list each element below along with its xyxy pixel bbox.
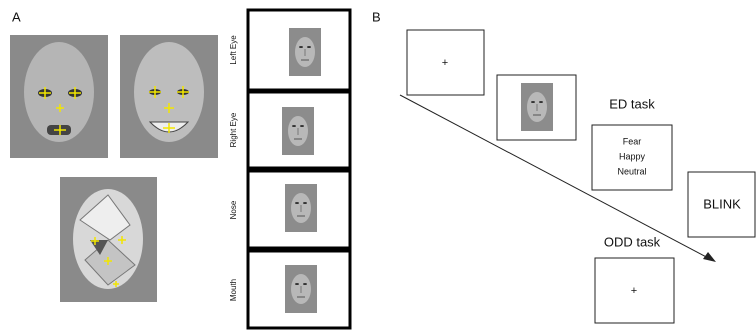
panel-label: A bbox=[12, 9, 21, 24]
blink-text: BLINK bbox=[703, 196, 741, 211]
happy-face-image bbox=[120, 35, 218, 158]
face-thumbnail bbox=[289, 28, 321, 76]
fear-face-image bbox=[10, 35, 108, 158]
scrambled-face-image bbox=[60, 177, 157, 302]
task-label: ED task bbox=[609, 96, 655, 111]
region-label: Left Eye bbox=[229, 35, 238, 65]
region-label: Mouth bbox=[229, 279, 238, 301]
response-option: Happy bbox=[619, 151, 646, 161]
fixation-cross: + bbox=[631, 285, 637, 297]
face-thumbnail bbox=[285, 184, 317, 232]
region-label: Right Eye bbox=[229, 112, 238, 147]
face-stimulus bbox=[521, 83, 553, 131]
face-thumbnail bbox=[285, 265, 317, 313]
region-label: Nose bbox=[229, 200, 238, 219]
face-thumbnail bbox=[282, 107, 314, 155]
arrow-head bbox=[703, 252, 716, 262]
panel-label: B bbox=[372, 9, 381, 24]
fixation-cross: + bbox=[442, 57, 448, 69]
figure: A bbox=[0, 0, 756, 333]
response-option: Neutral bbox=[617, 166, 646, 176]
response-option: Fear bbox=[623, 136, 642, 146]
task-label: ODD task bbox=[604, 234, 661, 249]
